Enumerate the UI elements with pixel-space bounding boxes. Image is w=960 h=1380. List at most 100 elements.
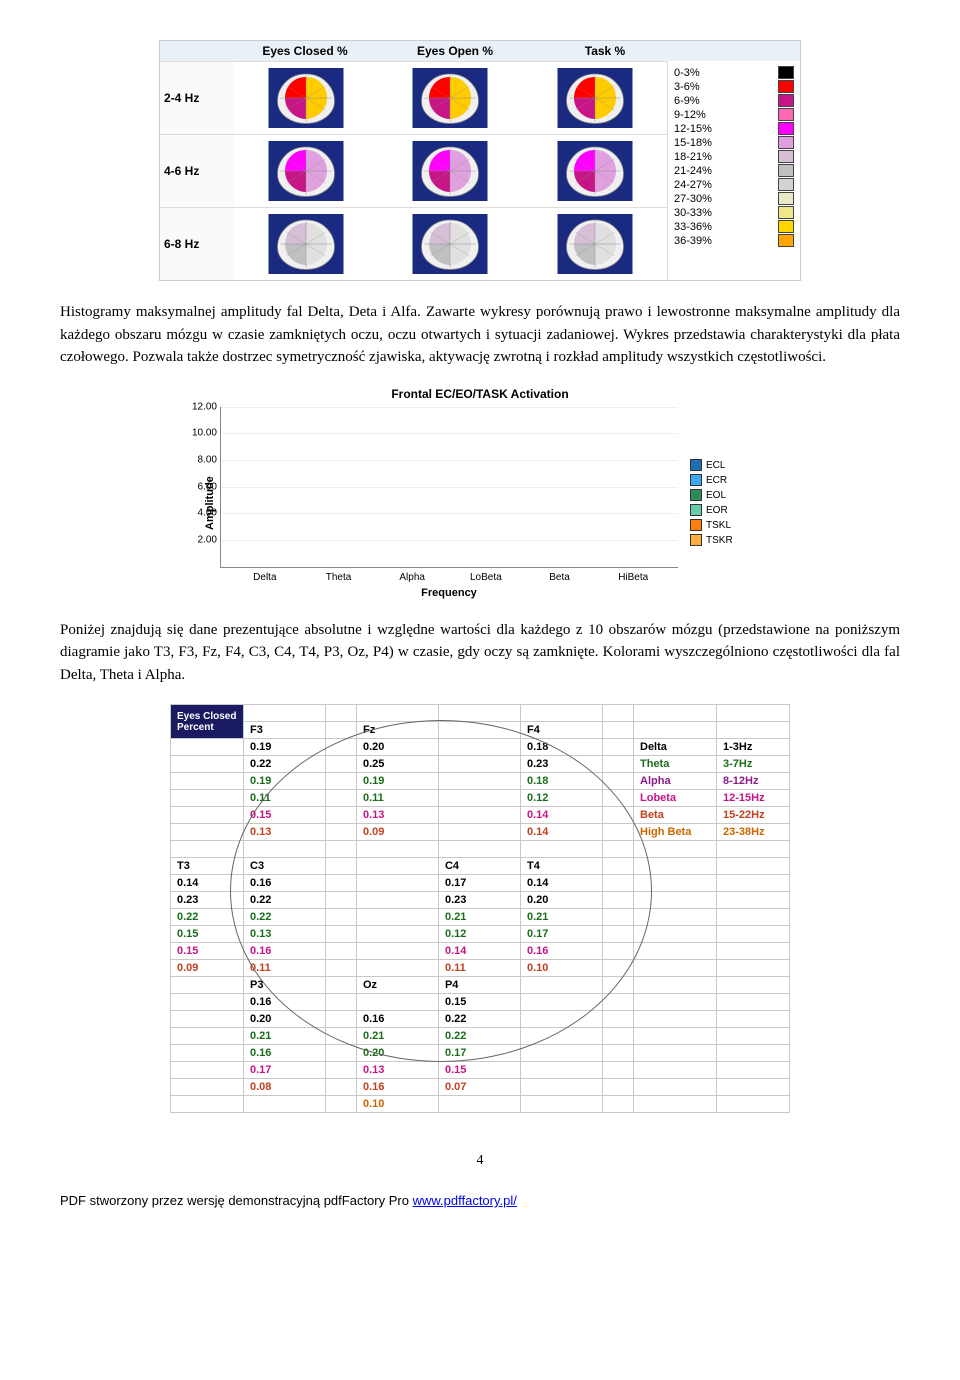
brain-map-cell [523,135,667,207]
data-cell [438,756,520,773]
data-cell [602,807,633,824]
y-tick: 8.00 [198,454,217,465]
y-tick: 4.00 [198,508,217,519]
legend-item: 24-27% [674,178,794,191]
data-cell [520,1011,602,1028]
chart-legend-item: EOR [690,504,760,516]
col-header: P4 [438,977,520,994]
band-range: 23-38Hz [717,824,790,841]
data-cell: 0.21 [520,909,602,926]
col-header: F4 [520,722,602,739]
chart-title: Frontal EC/EO/TASK Activation [200,387,760,401]
data-cell [326,841,357,858]
data-cell: 0.23 [171,892,244,909]
data-cell [171,1096,244,1113]
data-cell [326,1028,357,1045]
x-tick-label: Alpha [375,572,449,583]
data-cell: 0.07 [438,1079,520,1096]
chart-legend: ECLECREOLEORTSKLTSKR [678,407,760,599]
footer-link[interactable]: www.pdffactory.pl/ [413,1193,517,1208]
fig1-row-label: 6-8 Hz [160,237,234,251]
data-cell: 0.15 [171,926,244,943]
x-tick-label: Beta [523,572,597,583]
data-cell: 0.14 [520,875,602,892]
col-header: P3 [244,977,326,994]
band-label: Theta [634,756,717,773]
chart-legend-item: TSKR [690,534,760,546]
data-cell: 0.23 [438,892,520,909]
brain-map-cell [523,208,667,280]
data-cell: 0.16 [244,1045,326,1062]
y-tick: 12.00 [192,401,217,412]
brain-map-cell [378,135,522,207]
data-cell: 0.19 [244,739,326,756]
band-label: Alpha [634,773,717,790]
band-range: 3-7Hz [717,756,790,773]
footer: PDF stworzony przez wersję demonstracyjn… [60,1193,900,1208]
data-cell [326,875,357,892]
data-cell [356,875,438,892]
data-cell: 0.14 [438,943,520,960]
data-cell [602,943,633,960]
col-header: F3 [244,722,326,739]
data-cell [602,824,633,841]
legend-item: 15-18% [674,136,794,149]
data-cell: 0.21 [438,909,520,926]
fig1-header: Eyes Closed %Eyes Open %Task % [160,41,800,61]
col-header [326,858,357,875]
footer-text: PDF stworzony przez wersję demonstracyjn… [60,1193,413,1208]
table-corner: Eyes ClosedPercent [171,705,244,739]
x-tick-label: Theta [302,572,376,583]
data-cell [438,773,520,790]
col-header [356,858,438,875]
data-cell [602,1011,633,1028]
brain-map-cell [378,62,522,134]
data-cell: 0.21 [356,1028,438,1045]
data-cell [326,943,357,960]
data-cell: 0.15 [438,1062,520,1079]
col-header: T4 [520,858,602,875]
data-cell [520,1096,602,1113]
data-cell: 0.11 [438,960,520,977]
legend-item: 6-9% [674,94,794,107]
data-cell [356,841,438,858]
data-cell [602,1028,633,1045]
data-cell: 0.15 [438,994,520,1011]
data-cell [602,926,633,943]
fig1-row-label: 4-6 Hz [160,164,234,178]
data-cell [602,841,633,858]
data-cell: 0.11 [244,960,326,977]
data-cell [520,1062,602,1079]
data-cell [602,960,633,977]
legend-item: 21-24% [674,164,794,177]
brain-map-cell [234,208,378,280]
data-cell: 0.17 [438,1045,520,1062]
data-cell: 0.09 [356,824,438,841]
fig1-column-header: Eyes Closed % [230,41,380,61]
data-cell [602,1079,633,1096]
data-cell: 0.22 [244,756,326,773]
data-cell: 0.21 [244,1028,326,1045]
data-cell [438,807,520,824]
col-header [602,722,633,739]
legend-item: 3-6% [674,80,794,93]
col-header [602,858,633,875]
data-cell [326,773,357,790]
col-header [326,977,357,994]
data-cell: 0.09 [171,960,244,977]
band-label: Lobeta [634,790,717,807]
chart-legend-item: ECL [690,459,760,471]
data-cell: 0.11 [356,790,438,807]
data-cell [602,875,633,892]
data-cell: 0.14 [171,875,244,892]
bar-chart-figure: Frontal EC/EO/TASK Activation Amplitude … [200,387,760,599]
data-cell [326,1079,357,1096]
data-cell [356,943,438,960]
data-cell [326,1011,357,1028]
data-cell: 0.22 [171,909,244,926]
data-cell [326,1045,357,1062]
data-cell [520,1028,602,1045]
data-cell [326,739,357,756]
col-header [326,722,357,739]
legend-item: 30-33% [674,206,794,219]
